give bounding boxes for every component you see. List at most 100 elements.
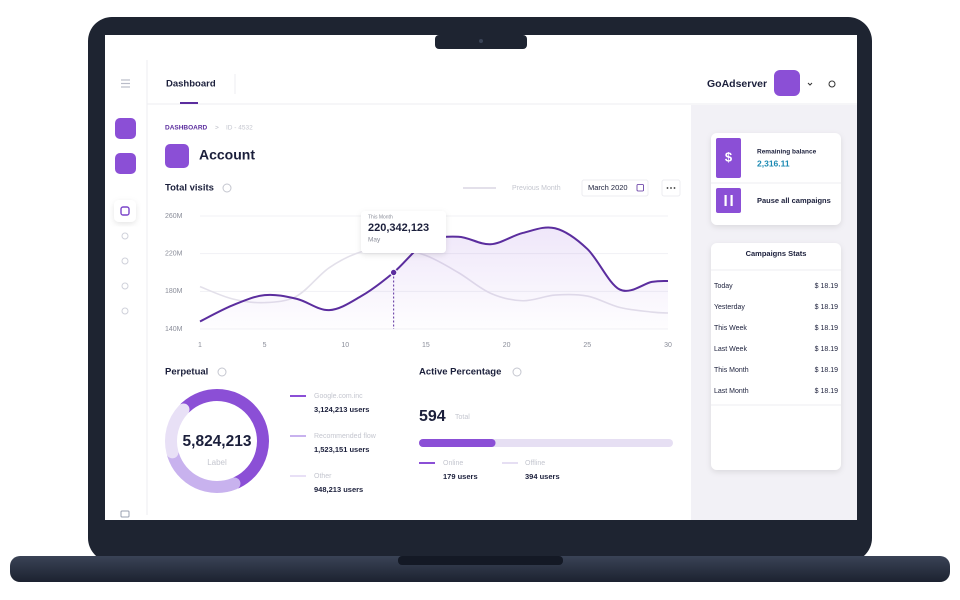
legend-name: Offline [525,460,545,467]
donut-caption: Label [207,458,227,467]
base-notch [398,556,563,565]
progress: Online 179 users Offline 394 users [419,439,673,481]
active-total: 594 [419,408,446,425]
info-icon[interactable] [222,183,232,193]
section-title: Total visits [165,183,214,194]
active-total-caption: Total [455,414,470,421]
stats-row-label: Yesterday [714,304,745,311]
x-tick-label: 1 [198,342,202,349]
camera [479,39,483,43]
stats-row-label: This Week [714,325,747,332]
dropdown-chevron[interactable] [807,82,813,86]
x-tick-label: 15 [422,342,430,349]
legend-label: Previous Month [512,185,561,192]
breadcrumb-separator: > [215,125,219,132]
legend-value: 1,523,151 users [314,445,369,454]
account-icon [165,144,189,168]
donut-legend: Google.com.inc 3,124,213 users Recommended… [290,393,377,494]
chat-icon[interactable] [120,510,130,518]
app-icon[interactable] [115,118,136,139]
stats-row-label: Last Month [714,388,749,395]
avatar[interactable] [774,70,800,96]
nav-icon-active[interactable] [114,200,136,222]
y-tick-label: 140M [165,326,183,333]
stats-row-value: $ 18.19 [815,346,838,353]
nav-glyph [120,206,130,216]
x-tick-label: 20 [503,342,511,349]
stats-row-value: $ 18.19 [815,283,838,290]
legend-name: Online [443,460,463,467]
legend-value: 3,124,213 users [314,405,369,414]
stats-row-label: This Month [714,367,749,374]
theme-toggle[interactable] [828,80,836,88]
stats-title: Campaigns Stats [746,249,807,258]
tooltip-box [361,211,446,253]
balance-card [711,133,841,225]
legend-value: 394 users [525,472,560,481]
x-tick-label: 10 [341,342,349,349]
x-tick-label: 5 [263,342,267,349]
stats-row-label: Today [714,283,733,290]
page-title: Account [199,147,255,163]
x-tick-label: 30 [664,342,672,349]
pause-glyph [730,195,733,206]
date-value: March 2020 [588,183,628,192]
stats-rows: Today $ 18.19 Yesterday $ 18.19 This Week $ 1… [714,283,838,395]
nav-icon[interactable] [121,282,129,290]
tooltip-value: 220,342,123 [368,222,429,234]
tab-underline [180,102,198,104]
balance-label: Remaining balance [757,149,817,156]
x-tick-label: 25 [583,342,591,349]
nav-icon[interactable] [121,257,129,265]
donut-segment [167,449,241,493]
info-icon[interactable] [217,367,227,377]
legend-name: Google.com.inc [314,393,363,400]
stats-row-value: $ 18.19 [815,388,838,395]
y-tick-label: 260M [165,213,183,220]
legend-name: Recommended flow [314,433,377,440]
stats-row-value: $ 18.19 [815,367,838,374]
section-title: Active Percentage [419,367,501,378]
y-tick-label: 220M [165,251,183,258]
section-title: Perpetual [165,367,208,378]
tooltip: This Month 220,342,123 May [361,211,446,253]
date-picker[interactable] [581,179,649,197]
donut-total: 5,824,213 [183,433,252,450]
balance-icon: $ [725,149,733,164]
hover-point [389,268,398,277]
balance-amount: 2,316.11 [757,158,790,168]
stats-card [711,243,841,470]
stats-row-value: $ 18.19 [815,304,838,311]
legend-value: 179 users [443,472,478,481]
tooltip-label: This Month [368,214,393,220]
y-tick-label: 180M [165,288,183,295]
info-icon[interactable] [512,367,522,377]
donut-segment [165,403,190,459]
pause-label[interactable]: Pause all campaigns [757,196,831,205]
tab-label[interactable]: Dashboard [166,79,216,90]
area [200,227,668,329]
pause-glyph [724,195,727,206]
nav-icon[interactable] [121,232,129,240]
progress-fill [419,439,496,447]
brand: GoAdserver [707,78,767,90]
stats-row-label: Last Week [714,346,747,353]
legend-name: Other [314,473,332,480]
more-dots [666,187,676,189]
pause-icon-box[interactable] [716,188,741,213]
calendar-icon [636,184,644,192]
donut-chart [165,389,269,493]
app-icon[interactable] [115,153,136,174]
legend-value: 948,213 users [314,485,363,494]
menu-icon[interactable] [121,79,130,88]
donut-segment [179,389,269,489]
nav-icon[interactable] [121,307,129,315]
laptop-base [10,556,950,582]
tooltip-sub: May [368,237,381,244]
breadcrumb-root[interactable]: DASHBOARD [165,125,208,132]
stats-row-value: $ 18.19 [815,325,838,332]
balance-icon-box [716,138,741,178]
breadcrumb-current: ID - 4532 [226,125,253,132]
